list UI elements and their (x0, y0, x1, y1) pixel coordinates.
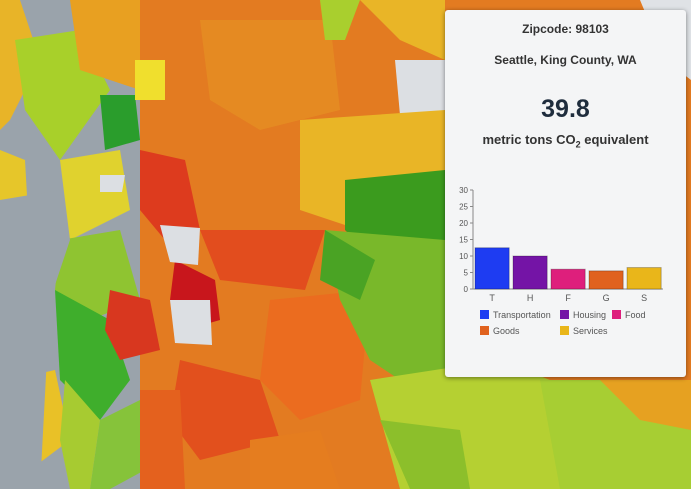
legend-label: Services (573, 326, 608, 336)
x-tick-label: T (489, 293, 495, 303)
legend-item-housing: Housing (560, 310, 606, 320)
region (135, 60, 165, 100)
y-tick-label: 10 (459, 252, 468, 261)
region (100, 95, 140, 150)
region (170, 300, 212, 345)
region (170, 360, 280, 460)
x-tick-label: S (641, 293, 647, 303)
legend-swatch (480, 326, 489, 335)
region (160, 225, 200, 265)
region (250, 430, 340, 489)
region (360, 0, 445, 60)
legend-item-goods: Goods (480, 326, 520, 336)
region (600, 380, 691, 430)
y-tick-label: 15 (459, 236, 468, 245)
legend-label: Transportation (493, 310, 551, 320)
unit-prefix: metric tons CO (482, 132, 576, 147)
y-tick-label: 25 (459, 203, 468, 212)
region (140, 390, 185, 489)
bar-t (474, 247, 510, 290)
x-tick-label: F (565, 293, 571, 303)
legend-swatch (480, 310, 489, 319)
bar-s (626, 267, 662, 290)
place-label: Seattle, King County, WA (494, 53, 637, 67)
region (100, 175, 125, 192)
water (0, 190, 70, 489)
y-tick-label: 30 (459, 186, 468, 195)
unit-suffix: equivalent (580, 132, 649, 147)
legend-item-services: Services (560, 326, 608, 336)
region (395, 60, 445, 120)
y-tick-label: 0 (464, 285, 469, 294)
info-panel: Zipcode: 98103 Seattle, King County, WA … (445, 10, 686, 377)
y-tick-label: 20 (459, 219, 468, 228)
x-tick-label: G (603, 293, 610, 303)
region (60, 380, 100, 489)
region (105, 290, 160, 360)
legend-swatch (560, 310, 569, 319)
region (200, 230, 325, 290)
zipcode-label: Zipcode: 98103 (522, 22, 609, 36)
legend-item-food: Food (612, 310, 646, 320)
bar-g (588, 270, 624, 290)
legend-label: Goods (493, 326, 520, 336)
emissions-bar-chart: 0 5 10 15 20 25 30 T H F G S (459, 186, 663, 303)
legend-swatch (612, 310, 621, 319)
bar-h (512, 255, 548, 290)
region (55, 290, 130, 420)
region (380, 420, 470, 489)
region (260, 290, 370, 420)
region (90, 400, 145, 489)
legend-label: Housing (573, 310, 607, 320)
region (70, 0, 140, 90)
emissions-unit: metric tons CO2 equivalent (445, 132, 686, 150)
y-tick-label: 5 (464, 269, 469, 278)
region (60, 150, 130, 240)
bar-f (550, 268, 586, 290)
legend-label: Food (625, 310, 646, 320)
unit-subscript: 2 (575, 139, 581, 150)
region (320, 0, 360, 40)
region (320, 230, 375, 300)
region (200, 20, 340, 130)
emissions-value: 39.8 (541, 95, 590, 123)
x-tick-label: H (527, 293, 534, 303)
region (140, 150, 200, 240)
legend-item-transportation: Transportation (480, 310, 551, 320)
legend-swatch (560, 326, 569, 335)
